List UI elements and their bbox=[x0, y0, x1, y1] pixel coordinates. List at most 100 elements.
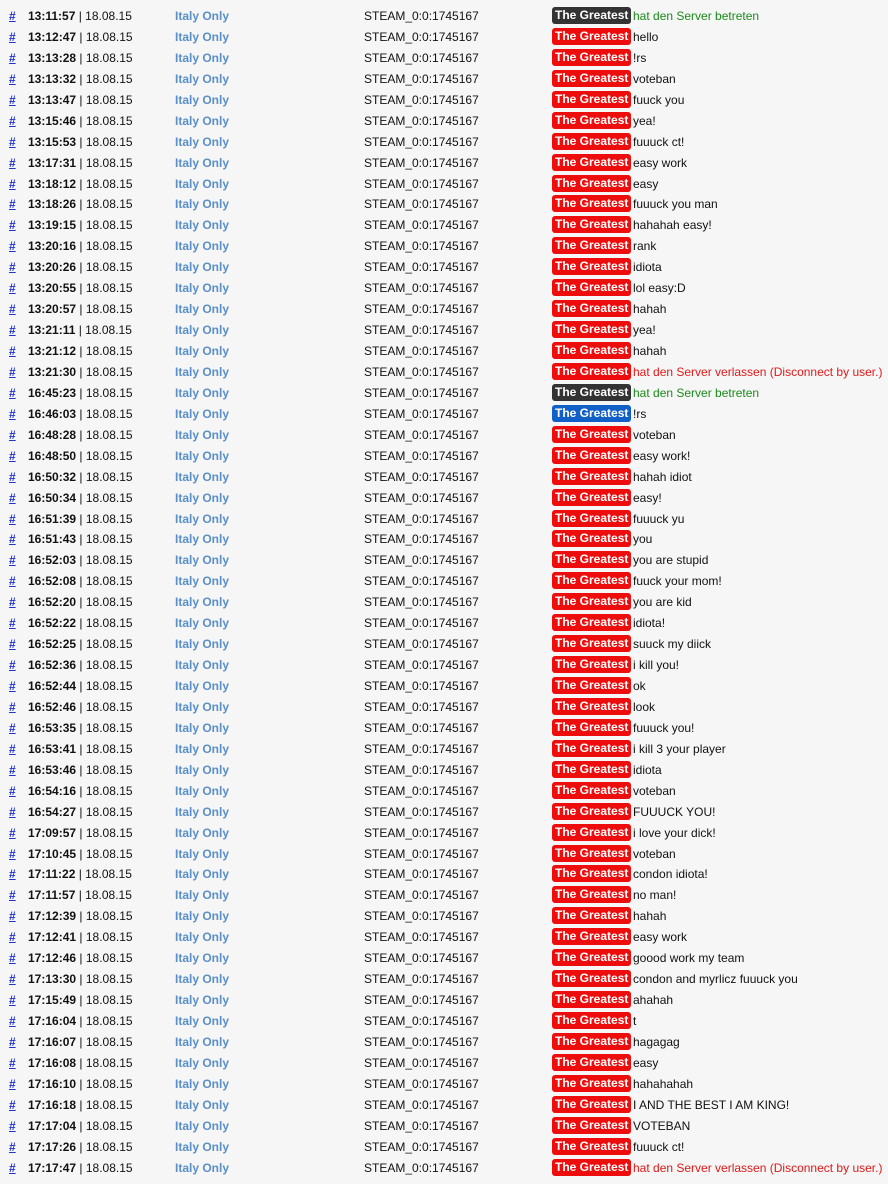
player-badge[interactable]: The Greatest bbox=[552, 195, 632, 213]
permalink-link[interactable]: # bbox=[9, 888, 16, 903]
server-link[interactable]: Italy Only bbox=[175, 972, 230, 987]
server-link[interactable]: Italy Only bbox=[175, 1076, 230, 1091]
server-link[interactable]: Italy Only bbox=[175, 1055, 230, 1070]
server-link[interactable]: Italy Only bbox=[175, 867, 230, 882]
server-link[interactable]: Italy Only bbox=[175, 804, 230, 819]
permalink-link[interactable]: # bbox=[9, 344, 16, 358]
player-badge[interactable]: The Greatest bbox=[552, 321, 632, 339]
player-badge[interactable]: The Greatest bbox=[552, 237, 632, 255]
permalink-link[interactable]: # bbox=[9, 302, 16, 317]
permalink-link[interactable]: # bbox=[9, 364, 16, 379]
player-badge[interactable]: The Greatest bbox=[552, 635, 632, 653]
player-badge[interactable]: The Greatest bbox=[552, 1012, 632, 1029]
player-badge[interactable]: The Greatest bbox=[552, 593, 632, 611]
server-link[interactable]: Italy Only bbox=[175, 888, 230, 903]
permalink-link[interactable]: # bbox=[9, 741, 16, 756]
permalink-link[interactable]: # bbox=[9, 1076, 16, 1091]
permalink-link[interactable]: # bbox=[9, 50, 16, 65]
player-badge[interactable]: The Greatest bbox=[552, 656, 632, 674]
player-badge[interactable]: The Greatest bbox=[552, 488, 632, 506]
server-link[interactable]: Italy Only bbox=[175, 490, 230, 505]
permalink-link[interactable]: # bbox=[9, 260, 16, 275]
permalink-link[interactable]: # bbox=[9, 783, 16, 798]
player-badge[interactable]: The Greatest bbox=[552, 90, 632, 108]
player-badge[interactable]: The Greatest bbox=[552, 991, 632, 1009]
player-badge[interactable]: The Greatest bbox=[552, 886, 632, 904]
server-link[interactable]: Italy Only bbox=[175, 846, 230, 861]
server-link[interactable]: Italy Only bbox=[175, 909, 230, 924]
server-link[interactable]: Italy Only bbox=[175, 1034, 230, 1049]
player-badge[interactable]: The Greatest bbox=[552, 258, 632, 276]
player-badge[interactable]: The Greatest bbox=[552, 153, 632, 171]
permalink-link[interactable]: # bbox=[9, 9, 16, 23]
player-badge[interactable]: The Greatest bbox=[552, 216, 632, 234]
player-badge[interactable]: The Greatest bbox=[552, 132, 632, 150]
permalink-link[interactable]: # bbox=[9, 218, 16, 233]
player-badge[interactable]: The Greatest bbox=[552, 383, 632, 401]
permalink-link[interactable]: # bbox=[9, 804, 16, 819]
player-badge[interactable]: The Greatest bbox=[552, 739, 632, 757]
server-link[interactable]: Italy Only bbox=[175, 113, 230, 128]
permalink-link[interactable]: # bbox=[9, 595, 16, 610]
server-link[interactable]: Italy Only bbox=[175, 993, 230, 1008]
player-badge[interactable]: The Greatest bbox=[552, 1032, 632, 1050]
permalink-link[interactable]: # bbox=[9, 1139, 16, 1154]
permalink-link[interactable]: # bbox=[9, 1097, 16, 1112]
server-link[interactable]: Italy Only bbox=[175, 532, 230, 547]
server-link[interactable]: Italy Only bbox=[175, 155, 230, 170]
player-badge[interactable]: The Greatest bbox=[552, 970, 632, 988]
player-badge[interactable]: The Greatest bbox=[552, 1074, 632, 1092]
permalink-link[interactable]: # bbox=[9, 616, 16, 631]
server-link[interactable]: Italy Only bbox=[175, 71, 230, 86]
permalink-link[interactable]: # bbox=[9, 92, 16, 107]
player-badge[interactable]: The Greatest bbox=[552, 907, 632, 925]
server-link[interactable]: Italy Only bbox=[175, 176, 230, 191]
permalink-link[interactable]: # bbox=[9, 930, 16, 945]
player-badge[interactable]: The Greatest bbox=[552, 48, 632, 66]
server-link[interactable]: Italy Only bbox=[175, 679, 230, 693]
server-link[interactable]: Italy Only bbox=[175, 364, 230, 379]
player-badge[interactable]: The Greatest bbox=[552, 446, 632, 464]
server-link[interactable]: Italy Only bbox=[175, 595, 230, 610]
player-badge[interactable]: The Greatest bbox=[552, 509, 632, 527]
permalink-link[interactable]: # bbox=[9, 155, 16, 170]
permalink-link[interactable]: # bbox=[9, 993, 16, 1008]
server-link[interactable]: Italy Only bbox=[175, 50, 230, 65]
server-link[interactable]: Italy Only bbox=[175, 302, 230, 317]
server-link[interactable]: Italy Only bbox=[175, 9, 230, 23]
server-link[interactable]: Italy Only bbox=[175, 134, 230, 149]
permalink-link[interactable]: # bbox=[9, 490, 16, 505]
player-badge[interactable]: The Greatest bbox=[552, 614, 632, 632]
player-badge[interactable]: The Greatest bbox=[552, 551, 632, 569]
server-link[interactable]: Italy Only bbox=[175, 469, 230, 484]
permalink-link[interactable]: # bbox=[9, 867, 16, 882]
player-badge[interactable]: The Greatest bbox=[552, 362, 632, 380]
permalink-link[interactable]: # bbox=[9, 1118, 16, 1133]
player-badge[interactable]: The Greatest bbox=[552, 697, 632, 715]
permalink-link[interactable]: # bbox=[9, 846, 16, 861]
server-link[interactable]: Italy Only bbox=[175, 1014, 230, 1028]
server-link[interactable]: Italy Only bbox=[175, 448, 230, 463]
player-badge[interactable]: The Greatest bbox=[552, 1137, 632, 1155]
server-link[interactable]: Italy Only bbox=[175, 1118, 230, 1133]
permalink-link[interactable]: # bbox=[9, 762, 16, 777]
permalink-link[interactable]: # bbox=[9, 699, 16, 714]
permalink-link[interactable]: # bbox=[9, 951, 16, 966]
server-link[interactable]: Italy Only bbox=[175, 699, 230, 714]
player-badge[interactable]: The Greatest bbox=[552, 677, 632, 694]
player-badge[interactable]: The Greatest bbox=[552, 174, 632, 192]
player-badge[interactable]: The Greatest bbox=[552, 27, 632, 45]
server-link[interactable]: Italy Only bbox=[175, 281, 230, 296]
server-link[interactable]: Italy Only bbox=[175, 385, 230, 400]
server-link[interactable]: Italy Only bbox=[175, 930, 230, 945]
permalink-link[interactable]: # bbox=[9, 1014, 16, 1028]
player-badge[interactable]: The Greatest bbox=[552, 342, 632, 359]
server-link[interactable]: Italy Only bbox=[175, 1097, 230, 1112]
server-link[interactable]: Italy Only bbox=[175, 741, 230, 756]
server-link[interactable]: Italy Only bbox=[175, 616, 230, 631]
player-badge[interactable]: The Greatest bbox=[552, 425, 632, 443]
server-link[interactable]: Italy Only bbox=[175, 406, 230, 421]
player-badge[interactable]: The Greatest bbox=[552, 1158, 632, 1176]
player-badge[interactable]: The Greatest bbox=[552, 7, 632, 24]
permalink-link[interactable]: # bbox=[9, 574, 16, 589]
